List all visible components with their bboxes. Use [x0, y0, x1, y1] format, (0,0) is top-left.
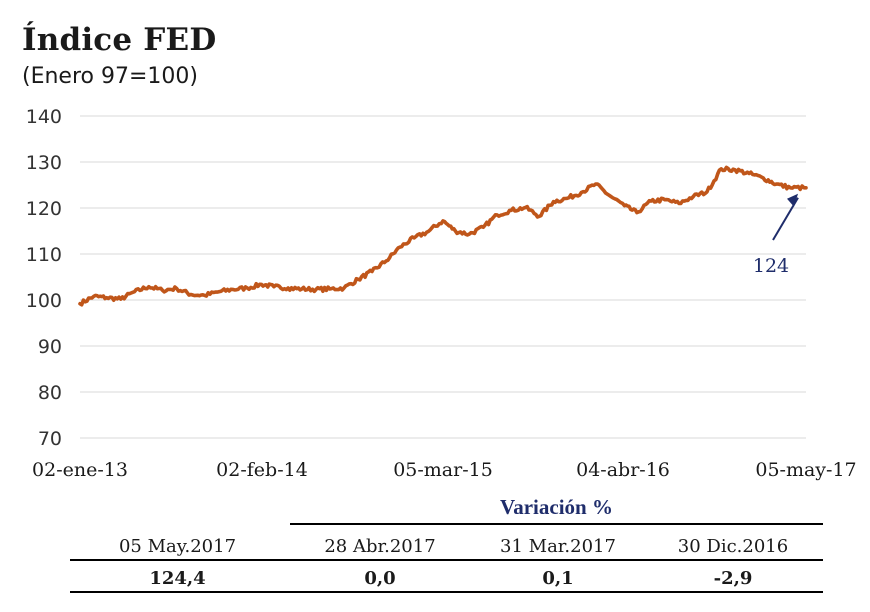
col-header-month: 31 Mar.2017: [500, 536, 616, 557]
variation-header: Variación %: [500, 495, 613, 519]
value-year: -2,9: [713, 568, 753, 589]
annotation-arrowhead: [787, 193, 798, 207]
y-tick-label: 120: [26, 198, 62, 220]
series-line: [78, 165, 808, 307]
y-tick-label: 90: [38, 336, 62, 358]
value-month: 0,1: [542, 568, 574, 589]
columns-rule: [70, 559, 823, 561]
col-header-week: 28 Abr.2017: [324, 536, 436, 557]
x-tick-label: 04-abr-16: [576, 459, 670, 481]
chart-title: Índice FED: [22, 22, 217, 58]
value-week: 0,0: [364, 568, 396, 589]
x-tick-label: 05-mar-15: [393, 459, 493, 481]
y-tick-label: 100: [26, 290, 62, 312]
x-tick-label: 05-may-17: [755, 459, 856, 481]
x-tick-label: 02-feb-14: [216, 459, 308, 481]
y-tick-label: 140: [26, 106, 62, 128]
line-chart: 70 80 90 100 110 120 130 140 02-ene-13 02-feb-14 0…: [26, 106, 857, 481]
col-header-year: 30 Dic.2016: [677, 536, 789, 557]
chart-subtitle: (Enero 97=100): [22, 64, 198, 89]
annotation-label: 124: [753, 255, 789, 277]
y-tick-label: 70: [38, 428, 62, 450]
y-tick-label: 130: [26, 152, 62, 174]
y-tick-label: 80: [38, 382, 62, 404]
y-tick-label: 110: [26, 244, 62, 266]
bottom-rule: [70, 591, 823, 593]
value-current: 124,4: [149, 568, 206, 589]
x-tick-label: 02-ene-13: [32, 459, 128, 481]
header-rule: [290, 523, 823, 525]
col-header-current: 05 May.2017: [118, 536, 237, 557]
